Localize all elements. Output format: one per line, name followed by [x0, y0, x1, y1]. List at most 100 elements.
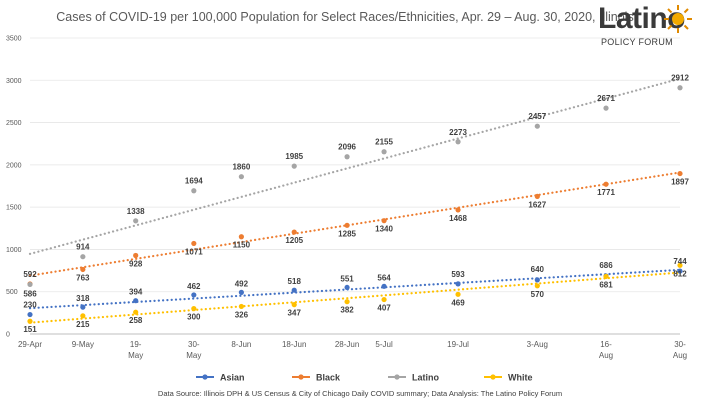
white-data-label: 570: [531, 290, 545, 299]
white-point: [677, 262, 683, 268]
black-legend-label: Black: [316, 373, 341, 383]
asian-data-label: 686: [599, 261, 613, 270]
axes: 0 500 1000 1500 2000 2500 3000 3500 29-Apr 9-May 1…: [6, 36, 687, 361]
x-tick-label: 30-: [188, 340, 200, 349]
data-markers: [27, 85, 683, 324]
y-tick-label: 1500: [6, 205, 22, 212]
asian-data-label: 394: [129, 288, 143, 297]
latino-data-label: 2457: [528, 112, 546, 121]
x-tick-label: 28-Jun: [335, 340, 359, 349]
latino-point: [238, 174, 244, 180]
asian-data-label: 564: [377, 273, 391, 282]
black-point: [238, 234, 244, 240]
black-data-label: 592: [23, 270, 37, 279]
asian-data-label: 492: [235, 279, 249, 288]
white-data-label: 382: [340, 306, 354, 315]
white-point: [344, 299, 350, 305]
black-point: [603, 181, 609, 187]
black-legend-marker: [298, 374, 304, 380]
white-point: [381, 296, 387, 303]
asian-point: [27, 311, 33, 318]
asian-point: [291, 287, 297, 293]
x-tick-label: 30-: [674, 340, 686, 349]
x-tick-label: Aug: [673, 351, 687, 360]
asian-point: [133, 298, 139, 304]
white-data-label: 151: [23, 325, 37, 334]
x-tick-label: 5-Jul: [375, 340, 393, 349]
asian-point: [534, 277, 540, 283]
white-point: [534, 283, 540, 289]
white-data-label: 347: [288, 309, 302, 318]
black-data-label: 1897: [671, 178, 689, 187]
black-point: [381, 218, 387, 224]
latino-point: [80, 254, 86, 260]
black-point: [191, 240, 197, 247]
latino-data-label: 2671: [597, 94, 615, 103]
white-point: [191, 306, 197, 312]
white-data-label: 681: [599, 280, 613, 289]
data-source-footer: Data Source: Illinois DPH & US Census & …: [157, 389, 563, 398]
x-tick-label: 9-May: [72, 340, 94, 349]
asian-point: [344, 284, 350, 291]
asian-trendline: [28, 268, 682, 310]
black-data-label: 928: [129, 260, 143, 269]
latino-data-label: 1860: [232, 163, 250, 172]
black-data-label: 1340: [375, 225, 393, 234]
black-data-label: 1071: [185, 247, 203, 256]
black-data-label: 1468: [449, 214, 467, 223]
white-legend-marker: [490, 374, 496, 380]
white-trendline: [28, 271, 682, 324]
y-tick-label: 2500: [6, 120, 22, 127]
legend: Asian Black Latino White: [196, 373, 533, 383]
black-point: [133, 252, 139, 259]
y-tick-label: 500: [6, 289, 18, 296]
white-point: [291, 302, 297, 308]
latino-data-label: 2155: [375, 138, 393, 147]
latino-point: [381, 149, 387, 155]
black-data-label: 1205: [285, 236, 303, 245]
asian-point: [381, 283, 387, 289]
latino-data-label: 2912: [671, 74, 689, 83]
x-tick-label: Aug: [599, 351, 613, 360]
latino-point: [603, 105, 609, 111]
chart-title: Cases of COVID-19 per 100,000 Population…: [56, 10, 634, 24]
black-data-label: 763: [76, 273, 90, 282]
y-tick-label: 3000: [6, 78, 22, 85]
latino-point: [534, 123, 540, 129]
latino-point: [291, 163, 297, 169]
asian-data-label: 230: [23, 301, 37, 310]
black-point: [80, 266, 86, 273]
white-data-label: 326: [235, 310, 249, 319]
latino-trendline: [28, 77, 682, 255]
logo-subtitle: POLICY FORUM: [601, 37, 673, 47]
black-point: [291, 229, 297, 235]
white-point: [133, 309, 139, 315]
asian-point: [191, 292, 197, 298]
black-data-label: 1627: [528, 200, 546, 209]
logo-word: Latino: [598, 2, 686, 35]
white-data-label: 215: [76, 320, 90, 329]
x-tick-label: 8-Jun: [231, 340, 251, 349]
trendlines: [28, 77, 682, 324]
gridlines: [30, 37, 680, 335]
y-tick-label: 3500: [6, 36, 22, 43]
asian-data-label: 318: [76, 294, 90, 303]
x-tick-label: 3-Aug: [527, 340, 548, 349]
asian-data-label: 551: [340, 274, 354, 283]
asian-point: [80, 304, 86, 310]
white-legend-label: White: [508, 373, 533, 383]
latino-legend-marker: [394, 374, 400, 380]
asian-point: [238, 289, 244, 295]
latino-data-label: 1338: [127, 207, 145, 216]
white-point: [603, 273, 609, 280]
data-labels: 230 318 394 462 492 518 551 564 593 640 686 744 592 7…: [23, 74, 689, 335]
y-tick-label: 2000: [6, 162, 22, 169]
black-point: [455, 207, 461, 213]
sun-icon: [664, 5, 692, 33]
asian-data-label: 518: [288, 277, 302, 286]
black-data-label: 1285: [338, 229, 356, 238]
asian-data-label: 640: [531, 265, 545, 274]
latino-data-label: 1694: [185, 177, 203, 186]
black-point: [344, 222, 350, 228]
